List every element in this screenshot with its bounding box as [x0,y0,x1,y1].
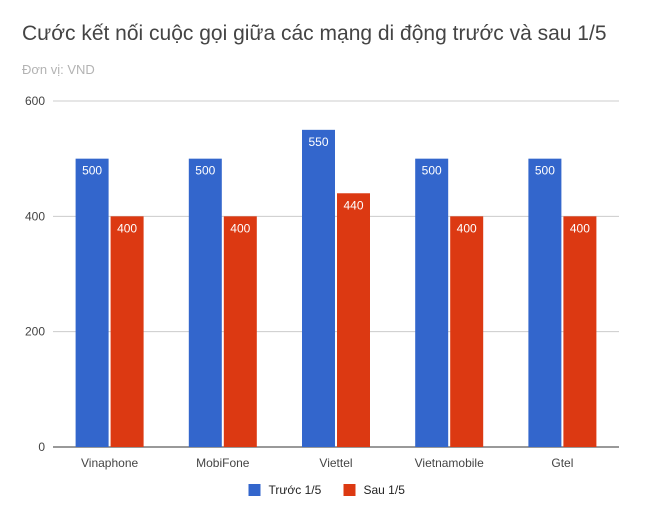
x-tick-label: Vinaphone [81,456,138,470]
x-tick-label: Vietnamobile [415,456,484,470]
data-label: 500 [422,164,442,178]
x-tick-label: Viettel [319,456,352,470]
data-label: 400 [230,221,250,235]
bar [223,216,257,447]
data-label: 500 [535,164,555,178]
bar [450,216,484,447]
legend-label: Trước 1/5 [269,483,322,497]
bar [415,158,449,447]
bar [302,129,335,448]
y-tick-label: 0 [38,440,45,454]
chart-subtitle: Đơn vị: VND [22,62,95,77]
bar [528,158,562,447]
x-tick-label: MobiFone [196,456,250,470]
data-label: 400 [570,221,590,235]
bar [188,158,222,447]
bar [337,193,370,447]
data-label: 500 [82,164,102,178]
data-label: 440 [343,198,363,212]
legend-swatch [248,484,261,496]
y-tick-label: 200 [25,325,45,339]
bar [110,216,144,447]
chart-title: Cước kết nối cuộc gọi giữa các mạng di đ… [22,22,607,45]
data-label: 400 [117,221,137,235]
x-tick-label: Gtel [551,456,573,470]
y-tick-label: 600 [25,94,45,108]
data-label: 400 [457,221,477,235]
legend-swatch [343,484,356,496]
bar [563,216,597,447]
legend-label: Sau 1/5 [364,483,406,497]
data-label: 550 [308,135,328,149]
data-label: 500 [195,164,215,178]
bar [75,158,109,447]
y-tick-label: 400 [25,209,45,223]
